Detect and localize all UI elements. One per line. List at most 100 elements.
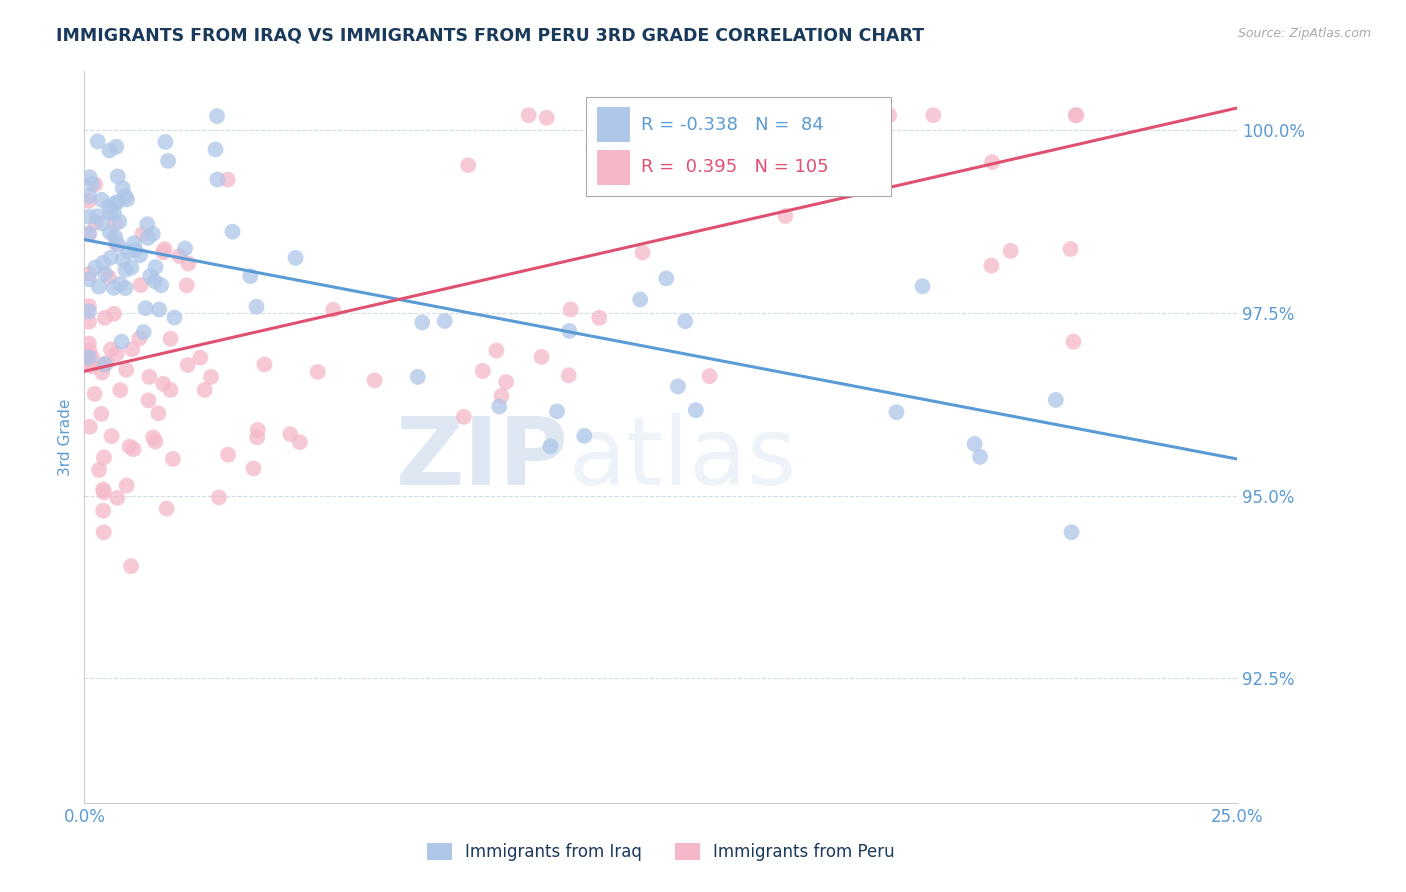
Point bbox=[121, 343, 143, 357]
Point bbox=[129, 248, 152, 262]
Point bbox=[588, 310, 610, 325]
Point bbox=[122, 442, 145, 456]
Legend: Immigrants from Iraq, Immigrants from Peru: Immigrants from Iraq, Immigrants from Pe… bbox=[420, 836, 901, 868]
Point bbox=[120, 559, 142, 574]
Point bbox=[176, 278, 198, 293]
Point bbox=[536, 111, 558, 125]
Point bbox=[91, 216, 114, 230]
Text: IMMIGRANTS FROM IRAQ VS IMMIGRANTS FROM PERU 3RD GRADE CORRELATION CHART: IMMIGRANTS FROM IRAQ VS IMMIGRANTS FROM … bbox=[56, 27, 924, 45]
Point bbox=[91, 503, 114, 517]
Point bbox=[239, 269, 262, 284]
Point bbox=[153, 242, 176, 256]
Point bbox=[111, 252, 134, 267]
Point bbox=[105, 491, 128, 505]
FancyBboxPatch shape bbox=[598, 150, 630, 185]
Point bbox=[886, 405, 908, 419]
Point bbox=[105, 347, 128, 361]
Point bbox=[79, 343, 101, 358]
Point bbox=[115, 478, 138, 492]
Point bbox=[104, 230, 127, 244]
Point bbox=[104, 196, 127, 211]
Point bbox=[100, 429, 122, 443]
Point bbox=[91, 366, 114, 380]
Point bbox=[96, 356, 118, 370]
Point bbox=[77, 348, 100, 362]
Point bbox=[131, 227, 153, 241]
Point bbox=[105, 139, 128, 153]
Text: Source: ZipAtlas.com: Source: ZipAtlas.com bbox=[1237, 27, 1371, 40]
Point bbox=[120, 260, 142, 275]
Point bbox=[107, 237, 129, 252]
Point bbox=[517, 108, 540, 122]
Point bbox=[157, 153, 180, 168]
Point bbox=[115, 363, 138, 377]
Point bbox=[117, 244, 139, 259]
Point bbox=[845, 108, 868, 122]
Point bbox=[159, 383, 181, 397]
Point bbox=[82, 177, 104, 191]
Point bbox=[177, 358, 200, 372]
Point bbox=[77, 272, 100, 286]
Point bbox=[93, 358, 115, 372]
Point bbox=[136, 231, 159, 245]
Point bbox=[93, 450, 115, 465]
Point bbox=[699, 369, 721, 384]
Point bbox=[666, 379, 689, 393]
Point bbox=[242, 461, 264, 475]
Point bbox=[77, 194, 100, 208]
Point bbox=[107, 194, 129, 209]
Point bbox=[246, 430, 269, 444]
Point bbox=[122, 236, 145, 251]
Point bbox=[558, 368, 581, 383]
Point bbox=[80, 359, 103, 374]
Point bbox=[163, 310, 186, 325]
Point bbox=[77, 267, 100, 281]
Point bbox=[453, 409, 475, 424]
Point bbox=[655, 271, 678, 285]
Point bbox=[118, 440, 141, 454]
Y-axis label: 3rd Grade: 3rd Grade bbox=[58, 399, 73, 475]
Point bbox=[86, 135, 108, 149]
Point bbox=[217, 448, 239, 462]
Point bbox=[84, 216, 107, 230]
Point bbox=[79, 170, 101, 185]
Point bbox=[322, 302, 344, 317]
Point bbox=[1059, 242, 1081, 256]
Point bbox=[135, 301, 157, 315]
Point bbox=[859, 108, 882, 122]
Point bbox=[685, 403, 707, 417]
Point bbox=[485, 343, 508, 358]
Point bbox=[87, 279, 110, 293]
Point bbox=[114, 263, 136, 277]
Point bbox=[98, 144, 121, 158]
Point bbox=[77, 351, 100, 365]
Point bbox=[152, 376, 174, 391]
Point bbox=[104, 236, 127, 251]
Point bbox=[150, 278, 173, 293]
Point bbox=[307, 365, 329, 379]
Point bbox=[110, 277, 132, 291]
Point bbox=[457, 158, 479, 172]
Point bbox=[98, 205, 121, 219]
Point bbox=[673, 314, 696, 328]
Point bbox=[1064, 108, 1087, 122]
Point bbox=[138, 393, 160, 408]
Point bbox=[111, 181, 134, 195]
Point bbox=[129, 278, 152, 293]
Point bbox=[221, 225, 243, 239]
Point bbox=[194, 383, 217, 397]
Text: atlas: atlas bbox=[568, 413, 797, 505]
Point bbox=[495, 375, 517, 389]
Point bbox=[245, 300, 267, 314]
FancyBboxPatch shape bbox=[586, 97, 891, 195]
Point bbox=[1060, 525, 1083, 540]
Point bbox=[808, 120, 831, 134]
Point bbox=[1062, 334, 1084, 349]
Point bbox=[204, 143, 226, 157]
Point bbox=[1000, 244, 1022, 258]
Point bbox=[103, 206, 125, 220]
Point bbox=[363, 373, 385, 387]
Point bbox=[77, 299, 100, 313]
Point bbox=[148, 406, 170, 420]
Point bbox=[411, 315, 433, 329]
